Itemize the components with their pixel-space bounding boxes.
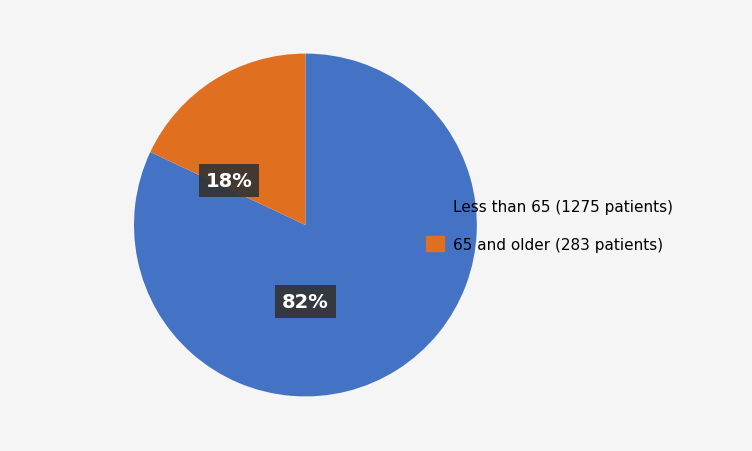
Wedge shape	[134, 55, 477, 396]
Text: 18%: 18%	[205, 172, 252, 191]
Legend: Less than 65 (1275 patients), 65 and older (283 patients): Less than 65 (1275 patients), 65 and old…	[426, 199, 673, 252]
Text: 82%: 82%	[282, 293, 329, 312]
Wedge shape	[150, 55, 305, 226]
